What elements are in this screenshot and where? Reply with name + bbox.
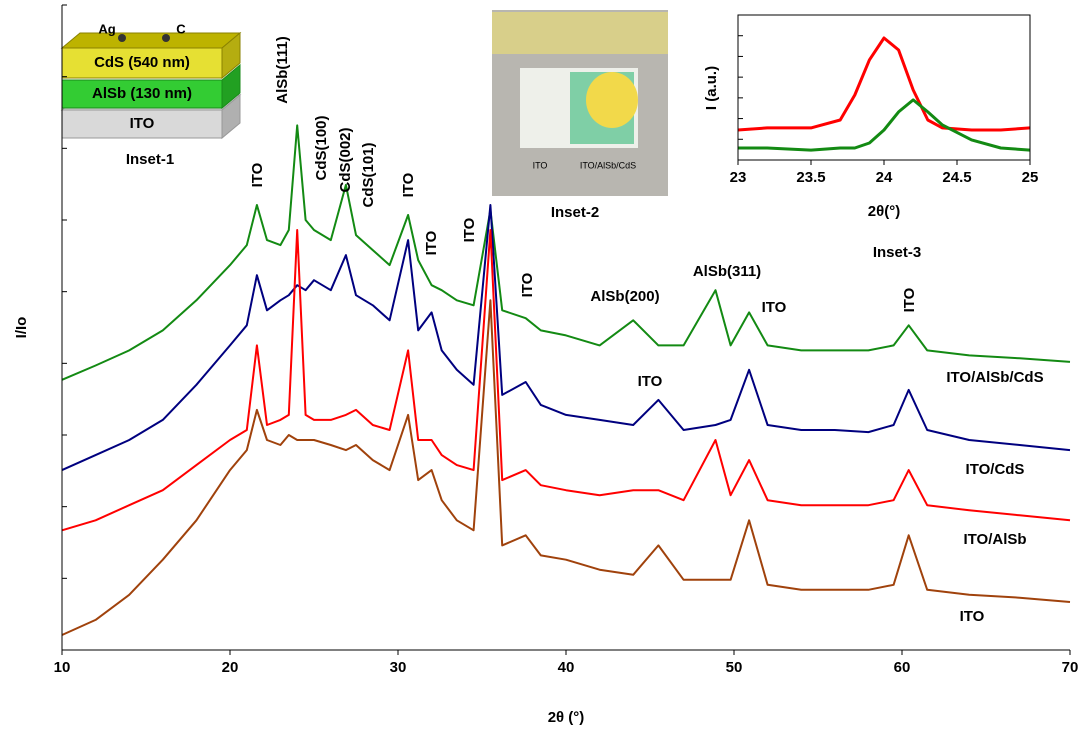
y-axis-label: I (a.u.) (703, 66, 720, 110)
inset-2-photo (492, 10, 668, 196)
peak-annotation: CdS(101) (360, 142, 377, 207)
peak-annotation: AlSb(111) (274, 36, 291, 104)
layer-label: AlSb (130 nm) (92, 85, 192, 102)
peak-annotation: ITO (400, 172, 417, 197)
peak-annotation: ITO (461, 217, 478, 242)
data-line (61, 204, 1071, 472)
peak-annotation: ITO (519, 272, 536, 297)
x-tick-label: 23.5 (796, 169, 825, 186)
x-axis-label: 2θ (°) (548, 709, 585, 726)
data-line (61, 124, 1071, 381)
x-tick-label: 50 (726, 659, 743, 676)
x-tick-label: 30 (390, 659, 407, 676)
peak-annotation: AlSb(311) (693, 263, 761, 280)
peak-annotation: ITO (423, 230, 440, 255)
x-tick-label: 70 (1062, 659, 1079, 676)
peak-annotation: CdS(100) (313, 115, 330, 180)
data-line (61, 299, 1071, 636)
peak-annotation: ITO (901, 287, 918, 312)
x-tick-label: 20 (222, 659, 239, 676)
legend-label: ITO/AlSb/CdS (946, 369, 1043, 386)
inset-1-diagram (60, 31, 242, 140)
y-axis-label: I/Io (13, 317, 30, 339)
x-tick-label: 40 (558, 659, 575, 676)
inset-title: Inset-3 (873, 244, 921, 261)
photo-label: ITO (533, 160, 548, 170)
x-tick-label: 24 (876, 169, 893, 186)
layer-label: CdS (540 nm) (94, 54, 190, 71)
x-tick-label: 10 (54, 659, 71, 676)
legend-label: ITO/CdS (966, 461, 1025, 478)
data-line (738, 98, 1031, 152)
x-tick-label: 23 (730, 169, 747, 186)
contact-label: Ag (98, 21, 115, 36)
data-line (61, 229, 1071, 532)
peak-annotation: ITO (638, 373, 663, 390)
contact-label: C (176, 21, 186, 36)
legend-label: ITO (960, 608, 985, 625)
peak-annotation: ITO (249, 162, 266, 187)
peak-annotation: CdS(002) (337, 127, 354, 192)
layer-label: ITO (130, 115, 155, 132)
x-tick-label: 24.5 (942, 169, 971, 186)
data-line (737, 36, 1031, 132)
inset-title: Inset-1 (126, 151, 174, 168)
legend-label: ITO/AlSb (963, 531, 1026, 548)
x-tick-label: 25 (1022, 169, 1039, 186)
inset-title: Inset-2 (551, 204, 599, 221)
peak-annotation: ITO (762, 299, 787, 316)
x-tick-label: 60 (894, 659, 911, 676)
photo-label: ITO/AlSb/CdS (580, 160, 636, 170)
x-axis-label: 2θ(°) (868, 203, 900, 220)
peak-annotation: AlSb(200) (590, 288, 659, 305)
